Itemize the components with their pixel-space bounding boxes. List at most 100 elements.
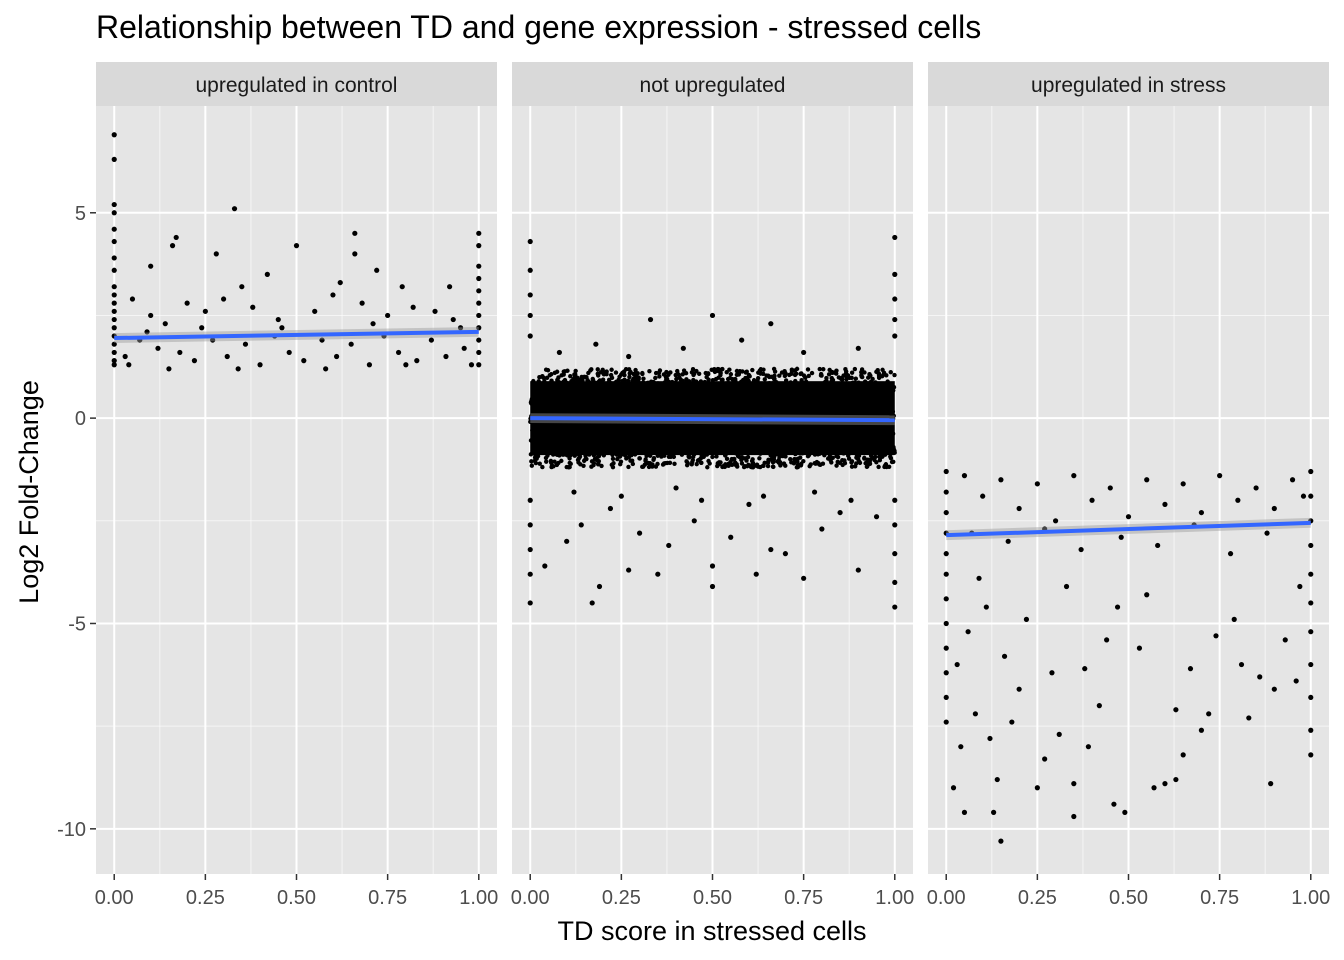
data-point <box>403 362 409 368</box>
data-point <box>1136 645 1143 651</box>
data-point <box>476 362 482 368</box>
data-point <box>111 284 117 290</box>
data-point <box>888 454 893 459</box>
data-point <box>1180 752 1186 758</box>
data-point <box>1155 542 1161 549</box>
data-point <box>626 567 632 573</box>
data-point <box>239 284 245 290</box>
data-point <box>994 776 1000 783</box>
data-point <box>592 456 598 462</box>
data-point <box>122 353 128 360</box>
data-point <box>630 461 636 467</box>
data-point <box>892 522 898 528</box>
data-point <box>111 255 117 261</box>
data-point <box>1187 666 1194 672</box>
data-point <box>111 292 117 298</box>
data-point <box>618 462 623 467</box>
data-point <box>166 366 172 372</box>
data-point <box>745 454 751 460</box>
data-point <box>410 304 416 310</box>
data-point <box>812 461 817 466</box>
data-point <box>1238 661 1245 668</box>
data-point <box>864 464 870 469</box>
x-tick-label: 0.00 <box>95 887 134 909</box>
data-point <box>564 538 570 544</box>
data-point <box>1063 583 1070 590</box>
data-point <box>629 458 635 463</box>
y-tick-label: 0 <box>75 408 86 430</box>
data-point <box>980 493 986 499</box>
data-point <box>476 230 482 236</box>
x-tick-label: 0.75 <box>1200 887 1239 909</box>
x-tick-label: 0.00 <box>511 887 550 909</box>
y-axis-title: Log2 Fold-Change <box>14 380 44 604</box>
data-point <box>213 251 219 257</box>
data-point <box>666 454 672 460</box>
data-point <box>627 374 632 380</box>
data-point <box>1308 468 1314 475</box>
data-point <box>611 460 616 466</box>
data-point <box>647 460 653 466</box>
data-point <box>1009 719 1015 725</box>
data-point <box>892 579 898 586</box>
data-point <box>618 493 624 499</box>
data-point <box>554 369 560 374</box>
data-point <box>789 369 795 374</box>
data-point <box>874 460 879 465</box>
data-point <box>998 477 1004 483</box>
data-point <box>1144 477 1150 483</box>
data-point <box>591 462 596 468</box>
data-point <box>595 367 600 372</box>
data-point <box>184 300 190 306</box>
data-point <box>1308 752 1314 758</box>
data-point <box>882 463 888 468</box>
data-point <box>554 462 560 468</box>
data-point <box>111 316 117 323</box>
data-point <box>854 455 859 460</box>
data-point <box>1180 481 1186 487</box>
data-point <box>943 719 949 725</box>
data-point <box>665 460 670 466</box>
data-point <box>210 337 216 343</box>
data-point <box>765 373 771 378</box>
data-point <box>958 744 964 750</box>
data-point <box>457 325 464 331</box>
facet-panel: upregulated in control 0.00 0.25 0.50 0.75 1.… <box>95 62 498 909</box>
x-tick-label: 0.25 <box>1018 887 1057 909</box>
data-point <box>795 464 801 470</box>
data-point <box>1056 731 1062 737</box>
data-point <box>943 489 949 495</box>
data-point <box>264 271 270 277</box>
data-point <box>191 358 198 364</box>
data-point <box>892 604 898 610</box>
data-point <box>527 312 533 319</box>
data-point <box>129 296 136 302</box>
data-point <box>1042 756 1048 762</box>
data-point <box>699 460 704 465</box>
data-point <box>768 321 774 327</box>
data-point <box>805 454 811 459</box>
data-point <box>666 542 672 549</box>
y-tick-label: -5 <box>68 613 86 635</box>
data-point <box>532 455 538 460</box>
data-point <box>661 372 667 377</box>
data-point <box>370 321 376 327</box>
data-point <box>703 370 708 376</box>
data-point <box>875 367 880 373</box>
data-point <box>476 275 482 282</box>
data-point <box>319 337 325 343</box>
data-point <box>1253 485 1259 491</box>
data-point <box>111 267 117 273</box>
data-point <box>111 362 117 368</box>
data-point <box>541 375 547 381</box>
data-point <box>714 454 719 459</box>
data-point <box>527 522 533 528</box>
data-point <box>653 370 659 376</box>
data-point <box>1308 600 1314 606</box>
data-point <box>746 501 752 507</box>
data-point <box>713 376 719 382</box>
data-point <box>859 367 865 372</box>
data-point <box>768 546 774 553</box>
data-point <box>795 456 800 461</box>
x-tick-label: 0.75 <box>368 887 407 909</box>
